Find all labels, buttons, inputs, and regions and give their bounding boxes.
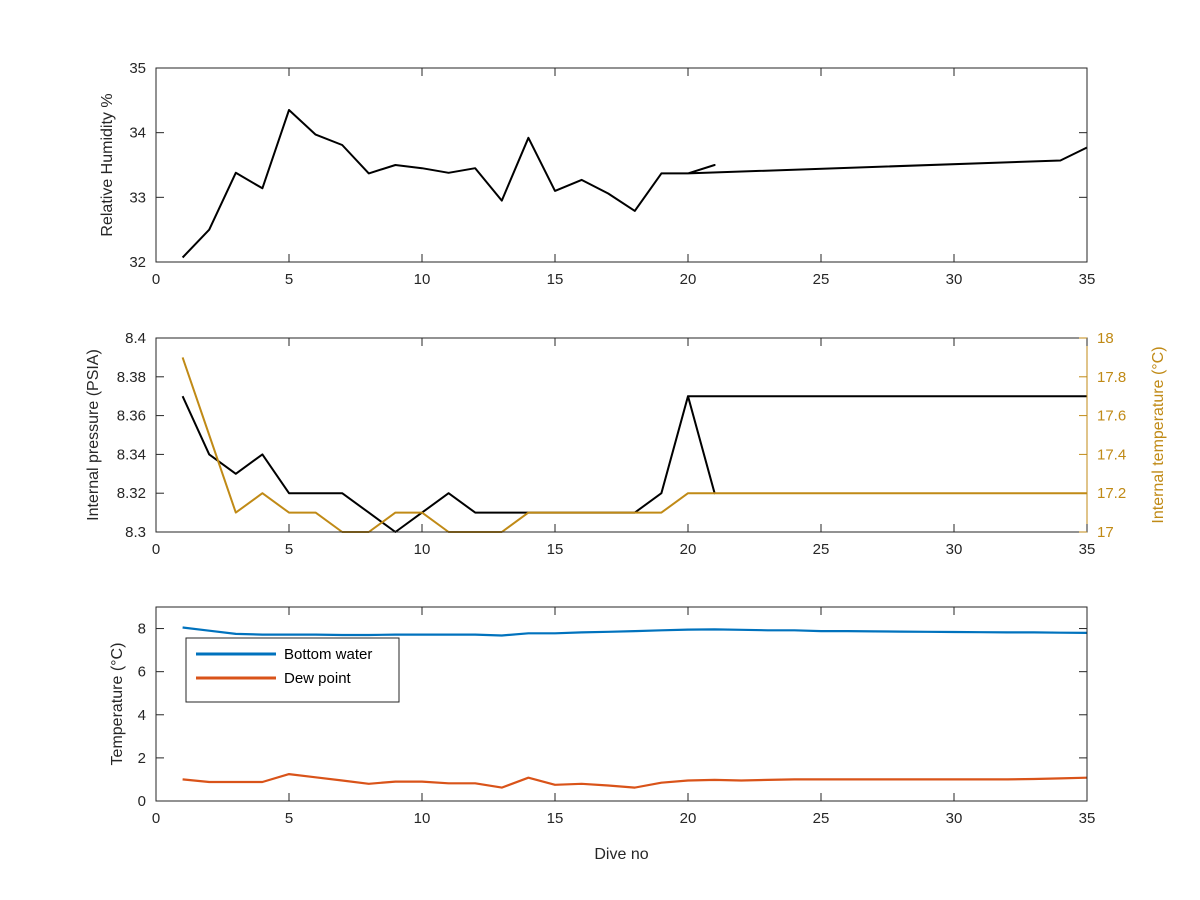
- y-right-tick-label-1-3: 17.6: [1097, 408, 1126, 425]
- x-tick-label-2-15: 15: [547, 810, 564, 827]
- y-right-tick-label-1-5: 18: [1097, 330, 1114, 347]
- x-tick-label-0-20: 20: [680, 271, 697, 288]
- internal-temperature-y-axis-label: Internal temperature (°C): [1150, 346, 1167, 523]
- temperature-y-axis-label: Temperature (°C): [109, 643, 126, 766]
- x-tick-label-2-0: 0: [152, 810, 160, 827]
- x-tick-label-1-35: 35: [1079, 541, 1096, 558]
- humidity-y-axis-label: Relative Humidity %: [99, 93, 116, 236]
- x-tick-label-0-0: 0: [152, 271, 160, 288]
- y-tick-label-2-0: 0: [138, 793, 146, 810]
- x-tick-label-1-0: 0: [152, 541, 160, 558]
- x-tick-label-0-35: 35: [1079, 271, 1096, 288]
- x-axis-label: Dive no: [594, 846, 648, 863]
- legend-2: Bottom water Dew point: [185, 637, 400, 703]
- y-tick-label-0-0: 32: [129, 254, 146, 271]
- y-tick-label-0-3: 35: [129, 60, 146, 77]
- y-tick-label-2-1: 2: [138, 750, 146, 767]
- y-right-tick-label-1-4: 17.8: [1097, 369, 1126, 386]
- series-line-2-0: [182, 626, 1088, 637]
- y-right-tick-label-1-0: 17: [1097, 524, 1114, 541]
- pressure-temperature-panel: Internal pressure (PSIA) Internal temper…: [85, 330, 1167, 558]
- pressure-y-axis-label: Internal pressure (PSIA): [85, 349, 102, 521]
- y-tick-label-1-1: 8.32: [117, 485, 146, 502]
- series-line-1-0: [181, 395, 1087, 533]
- y-right-tick-label-1-2: 17.4: [1097, 446, 1126, 463]
- x-tick-label-2-30: 30: [946, 810, 963, 827]
- x-tick-label-0-10: 10: [414, 271, 431, 288]
- y-tick-label-1-4: 8.38: [117, 369, 146, 386]
- y-right-tick-label-1-1: 17.2: [1097, 485, 1126, 502]
- axes-frame-2: [155, 606, 1088, 802]
- y-tick-label-1-5: 8.4: [125, 330, 146, 347]
- axes-frame-0: [155, 67, 1088, 263]
- x-tick-label-2-20: 20: [680, 810, 697, 827]
- y-tick-label-1-3: 8.36: [117, 408, 146, 425]
- x-tick-label-1-20: 20: [680, 541, 697, 558]
- x-tick-label-2-35: 35: [1079, 810, 1096, 827]
- y-tick-label-0-2: 34: [129, 125, 146, 142]
- series-line-2-1: [182, 772, 1088, 789]
- x-tick-label-0-25: 25: [813, 271, 830, 288]
- x-tick-label-1-25: 25: [813, 541, 830, 558]
- x-tick-label-2-5: 5: [285, 810, 293, 827]
- y-tick-label-0-1: 33: [129, 189, 146, 206]
- y-tick-label-2-3: 6: [138, 664, 146, 681]
- x-tick-label-0-15: 15: [547, 271, 564, 288]
- x-tick-label-2-10: 10: [414, 810, 431, 827]
- x-tick-label-1-10: 10: [414, 541, 431, 558]
- legend-box: [185, 637, 400, 703]
- humidity-panel: Relative Humidity % 0 5 10 15 20 25 30 35 32 33 34…: [99, 60, 1095, 288]
- x-tick-label-2-25: 25: [813, 810, 830, 827]
- y-tick-label-1-2: 8.34: [117, 446, 146, 463]
- legend-label-0: Bottom water: [284, 646, 372, 663]
- temperature-panel: Temperature (°C) Dive no 0 5 10 15 20 25 30 35 0…: [109, 606, 1096, 863]
- series-line-0-0: [181, 109, 1088, 259]
- x-tick-label-1-5: 5: [285, 541, 293, 558]
- x-tick-label-1-30: 30: [946, 541, 963, 558]
- x-tick-label-0-30: 30: [946, 271, 963, 288]
- y-tick-label-2-2: 4: [138, 707, 146, 724]
- y-tick-label-1-0: 8.3: [125, 524, 146, 541]
- legend-label-1: Dew point: [284, 670, 352, 687]
- y-tick-label-2-4: 8: [138, 621, 146, 638]
- x-tick-label-1-15: 15: [547, 541, 564, 558]
- x-tick-label-0-5: 5: [285, 271, 293, 288]
